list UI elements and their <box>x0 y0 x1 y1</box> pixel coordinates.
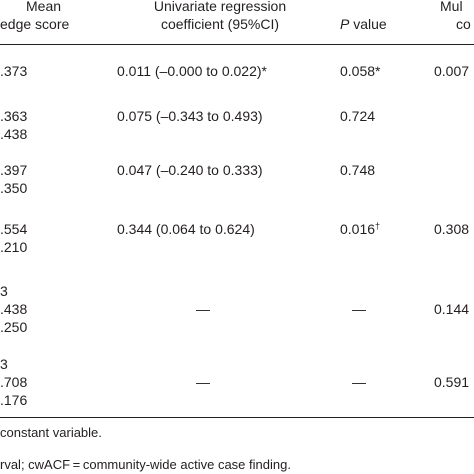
table-cell-mean: .373 <box>0 63 28 79</box>
header-p-value: P value <box>340 15 387 33</box>
header-coef-line1: Univariate regression <box>153 0 287 14</box>
table-cell-mean: .176 <box>0 392 28 408</box>
dagger-mark: † <box>375 221 381 231</box>
table-cell-coef: 0.344 (0.064 to 0.624) <box>117 221 255 237</box>
table-cell-p: 0.748 <box>340 162 376 178</box>
header-multi-line1: Mul <box>440 0 463 14</box>
table-cell-p: 0.058* <box>340 63 381 79</box>
table-cell-mean: .250 <box>0 319 28 335</box>
header-mean-line2: edge score <box>0 16 70 32</box>
table-cell-mean: .210 <box>0 239 28 255</box>
table-bottom-rule <box>0 417 474 418</box>
header-rule <box>0 44 474 45</box>
header-p-label: P <box>340 16 350 32</box>
header-coef-line2: coefficient (95%CI) <box>160 16 279 32</box>
table-cell-mean: .708 <box>0 374 28 390</box>
table-cell-mean: .397 <box>0 162 28 178</box>
p-value-text: 0.016 <box>340 221 376 237</box>
table-cell-p: — <box>352 374 366 390</box>
table-cell-coef: — <box>196 374 210 390</box>
footnote-line2: rval; cwACF = community-wide active case… <box>0 457 291 472</box>
table-cell-multi: 0.591 <box>434 374 470 390</box>
table-cell-coef: 0.011 (–0.000 to 0.022)* <box>117 63 267 79</box>
table-cell-mean: .350 <box>0 180 28 196</box>
table-cell-coef: 0.047 (–0.240 to 0.333) <box>117 162 263 178</box>
footnote-line1: constant variable. <box>0 425 102 440</box>
header-multi-line2: co <box>456 16 471 32</box>
table-cell-mean: .438 <box>0 126 28 142</box>
header-mean-line1: Mean <box>26 0 62 14</box>
table-cell-coef: — <box>196 301 210 317</box>
table-cell-p: — <box>352 301 366 317</box>
table-cell-p: 0.724 <box>340 108 376 124</box>
table-cell-multi: 0.007 <box>434 63 470 79</box>
table-cell-mean: 3 <box>0 356 8 372</box>
table-cell-coef: 0.075 (–0.343 to 0.493) <box>117 108 263 124</box>
table-cell-mean: .438 <box>0 301 28 317</box>
table-cell-mean: 3 <box>0 283 8 299</box>
table-cell-multi: 0.144 <box>434 301 470 317</box>
table-cell-mean: .363 <box>0 108 28 124</box>
table-cell-mean: .554 <box>0 221 28 237</box>
table-cell-p: 0.016† <box>340 220 380 238</box>
header-p-suffix: value <box>349 16 387 32</box>
table-cell-multi: 0.308 <box>434 221 470 237</box>
